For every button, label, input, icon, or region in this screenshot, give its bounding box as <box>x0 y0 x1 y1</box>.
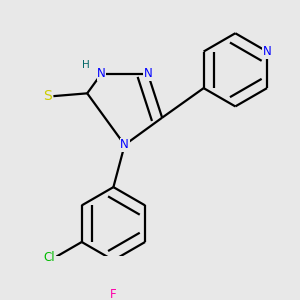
Text: N: N <box>120 138 129 152</box>
Text: H: H <box>82 60 90 70</box>
Text: S: S <box>44 89 52 103</box>
Text: N: N <box>143 67 152 80</box>
Text: N: N <box>262 45 272 58</box>
Text: Cl: Cl <box>44 251 55 264</box>
Text: N: N <box>97 67 106 80</box>
Text: F: F <box>110 288 117 300</box>
